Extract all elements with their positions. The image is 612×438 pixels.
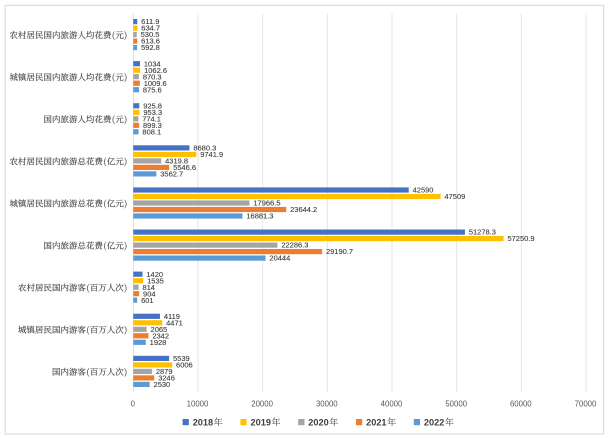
svg-text:1535: 1535 <box>147 276 164 285</box>
svg-text:4119: 4119 <box>164 312 180 321</box>
svg-text:4471: 4471 <box>166 318 183 327</box>
svg-text:1928: 1928 <box>150 338 167 347</box>
svg-text:5539: 5539 <box>173 354 190 363</box>
svg-text:47509: 47509 <box>444 192 465 201</box>
svg-text:953.3: 953.3 <box>143 108 162 117</box>
svg-text:70000: 70000 <box>575 399 597 408</box>
svg-text:2020: 2020 <box>308 417 328 427</box>
svg-text:601: 601 <box>141 296 154 305</box>
svg-text:592.8: 592.8 <box>141 43 160 52</box>
svg-text:29190.7: 29190.7 <box>326 247 353 256</box>
svg-text:0: 0 <box>131 399 136 408</box>
svg-text:870.3: 870.3 <box>143 72 162 81</box>
svg-text:20444: 20444 <box>269 254 290 263</box>
svg-text:2879: 2879 <box>156 367 173 376</box>
svg-text:2018: 2018 <box>193 417 213 427</box>
svg-text:51278.3: 51278.3 <box>469 228 496 237</box>
svg-text:3246: 3246 <box>158 374 175 383</box>
svg-text:10000: 10000 <box>187 399 209 408</box>
svg-text:57250.9: 57250.9 <box>507 234 534 243</box>
svg-text:60000: 60000 <box>510 399 532 408</box>
svg-text:17966.5: 17966.5 <box>253 199 280 208</box>
svg-text:899.3: 899.3 <box>143 121 162 130</box>
svg-text:2342: 2342 <box>152 331 169 340</box>
svg-text:42590: 42590 <box>413 186 434 195</box>
svg-text:9741.9: 9741.9 <box>200 150 223 159</box>
svg-text:1034: 1034 <box>144 59 161 68</box>
svg-text:774.1: 774.1 <box>142 114 161 123</box>
svg-text:925.8: 925.8 <box>143 101 162 110</box>
svg-text:2019: 2019 <box>251 417 271 427</box>
svg-text:1062.6: 1062.6 <box>144 66 167 75</box>
svg-text:40000: 40000 <box>381 399 403 408</box>
svg-text:808.1: 808.1 <box>142 127 161 136</box>
svg-text:3562.7: 3562.7 <box>160 170 183 179</box>
svg-text:20000: 20000 <box>251 399 273 408</box>
svg-text:5546.6: 5546.6 <box>173 163 196 172</box>
svg-text:23644.2: 23644.2 <box>290 205 317 214</box>
svg-text:904: 904 <box>143 289 156 298</box>
svg-text:8680.3: 8680.3 <box>193 144 216 153</box>
svg-text:4319.8: 4319.8 <box>165 157 188 166</box>
svg-text:814: 814 <box>142 283 155 292</box>
svg-text:50000: 50000 <box>445 399 467 408</box>
svg-text:30000: 30000 <box>316 399 338 408</box>
svg-text:2530: 2530 <box>154 380 171 389</box>
svg-text:2065: 2065 <box>151 325 168 334</box>
svg-text:2022: 2022 <box>424 417 444 427</box>
svg-text:634.7: 634.7 <box>141 24 160 33</box>
svg-text:613.6: 613.6 <box>141 37 160 46</box>
svg-text:16881.3: 16881.3 <box>246 212 273 221</box>
svg-text:530.5: 530.5 <box>141 30 160 39</box>
svg-text:1420: 1420 <box>146 270 163 279</box>
svg-text:1009.6: 1009.6 <box>144 79 167 88</box>
svg-text:875.6: 875.6 <box>143 85 162 94</box>
svg-text:2021: 2021 <box>366 417 386 427</box>
svg-text:611.9: 611.9 <box>141 17 159 26</box>
svg-text:6006: 6006 <box>176 361 193 370</box>
svg-text:22286.3: 22286.3 <box>281 241 308 250</box>
